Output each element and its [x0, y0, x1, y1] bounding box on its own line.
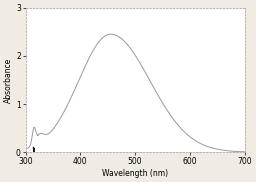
X-axis label: Wavelength (nm): Wavelength (nm): [102, 169, 168, 178]
Y-axis label: Absorbance: Absorbance: [4, 57, 13, 102]
